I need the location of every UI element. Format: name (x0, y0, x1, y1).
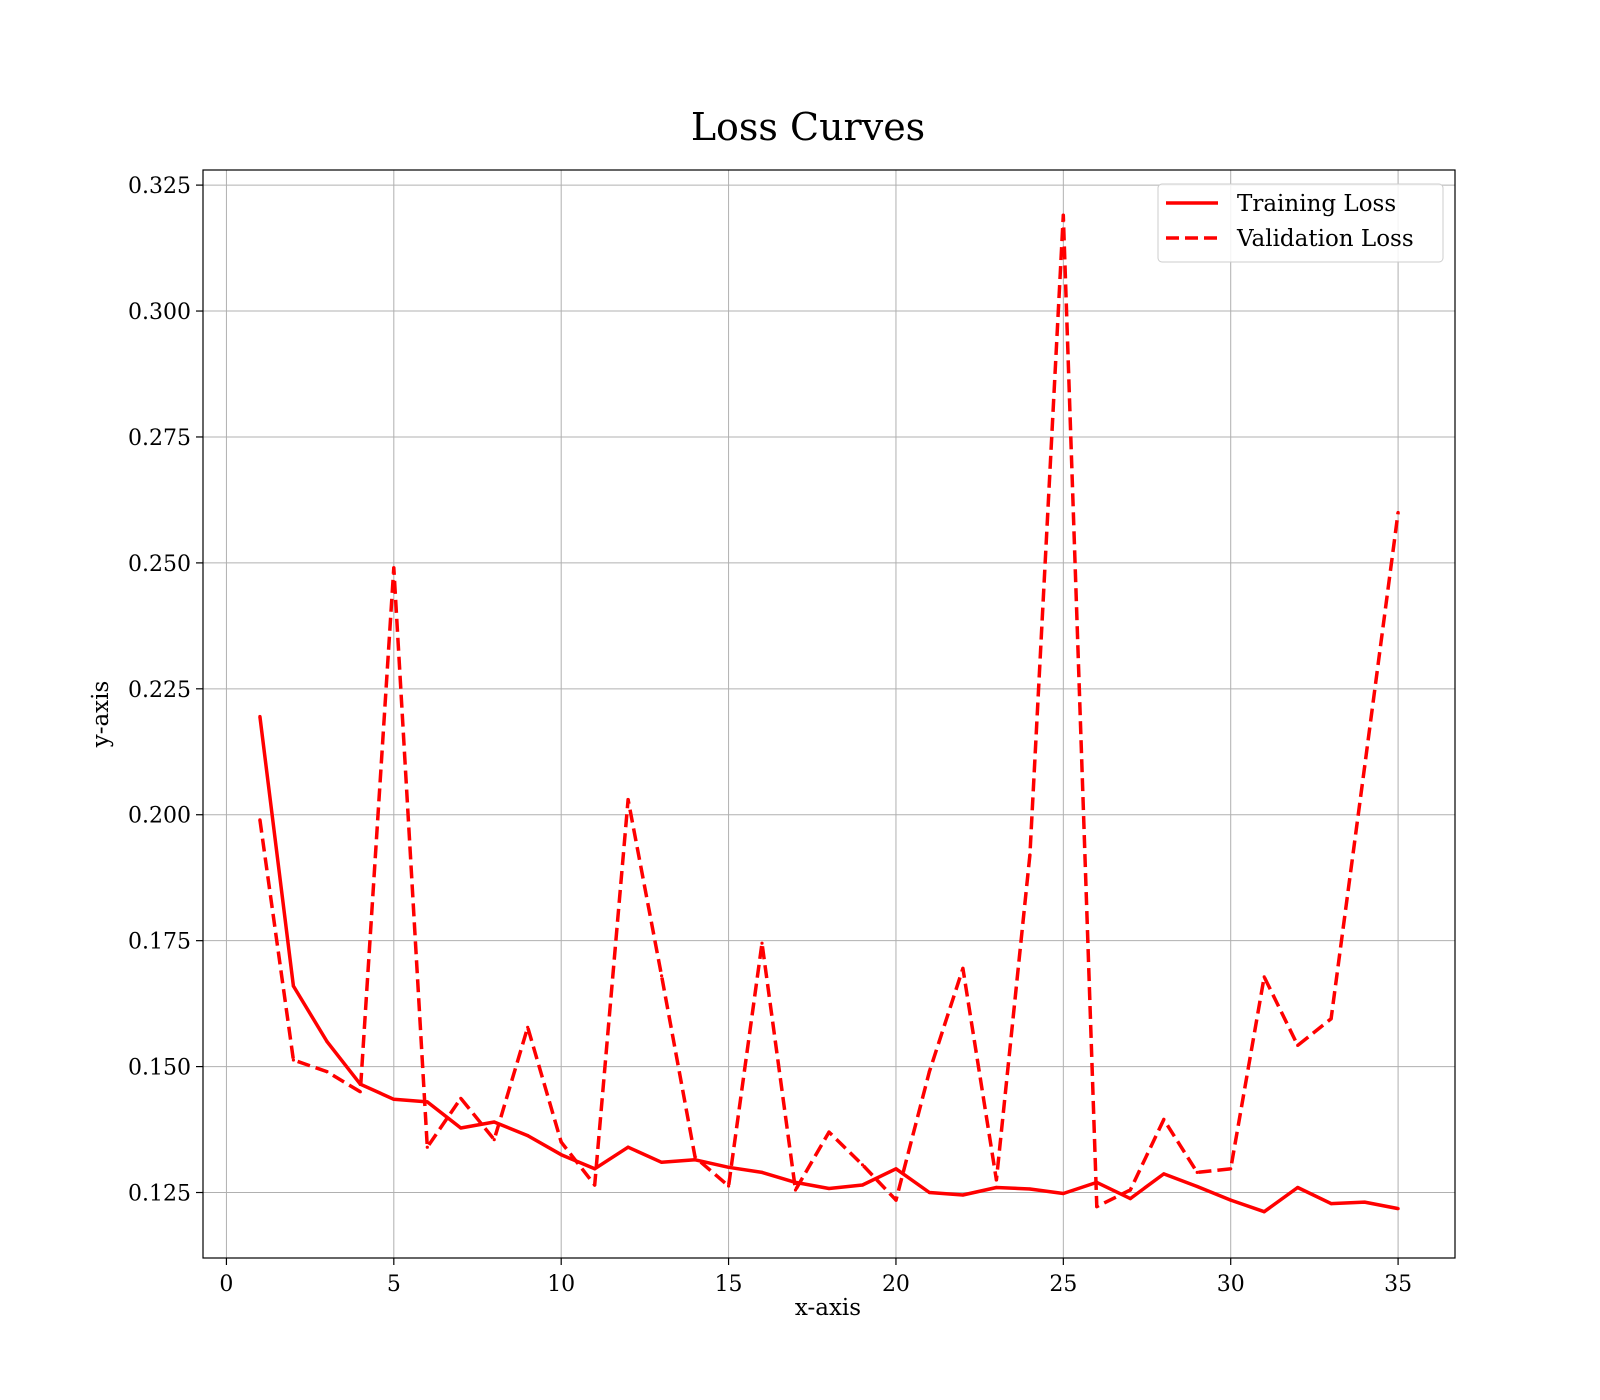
x-tick-label: 10 (547, 1272, 575, 1297)
data-point (1363, 765, 1367, 769)
data-point (894, 1198, 898, 1202)
data-point (760, 1170, 764, 1174)
data-point (1229, 1198, 1233, 1202)
data-point (291, 1058, 295, 1062)
data-point (526, 1134, 530, 1138)
data-point (827, 1186, 831, 1191)
chart-title: Loss Curves (691, 105, 925, 149)
data-point (492, 1138, 496, 1142)
data-point (727, 1184, 731, 1188)
data-point (1262, 1210, 1266, 1214)
x-axis-ticks: 0 5 10 15 20 25 30 35 (219, 1258, 1412, 1297)
data-point (459, 1126, 463, 1130)
y-tick-label: 0.175 (128, 930, 191, 955)
data-point (1229, 1167, 1233, 1171)
data-point (559, 1140, 563, 1144)
data-point (1195, 1170, 1199, 1174)
data-point (827, 1130, 831, 1134)
grid (203, 170, 1455, 1258)
data-point (492, 1120, 496, 1124)
data-point (291, 984, 295, 988)
data-point (1061, 1191, 1065, 1196)
data-point (593, 1167, 597, 1171)
data-point (860, 1163, 865, 1167)
y-tick-label: 0.225 (128, 678, 191, 703)
x-axis-label: x-axis (795, 1295, 861, 1321)
x-tick-label: 25 (1049, 1272, 1077, 1297)
data-point (793, 1188, 798, 1192)
y-tick-label: 0.275 (128, 426, 191, 451)
y-tick-label: 0.200 (128, 804, 191, 829)
data-point (325, 1070, 329, 1074)
data-point (927, 1070, 932, 1074)
data-point (660, 1160, 664, 1164)
data-point (626, 1145, 630, 1149)
data-point (358, 1090, 362, 1094)
data-point (526, 1025, 530, 1029)
data-point (1329, 1017, 1333, 1021)
data-point (961, 966, 965, 971)
data-point (1162, 1117, 1166, 1122)
data-point (1128, 1197, 1132, 1201)
data-point (392, 566, 396, 570)
data-point (1296, 1185, 1300, 1190)
y-axis-label: y-axis (88, 681, 114, 749)
y-axis-ticks: 0.125 0.150 0.175 0.200 0.225 0.250 0.275 0.300… (128, 174, 203, 1207)
x-tick-label: 15 (715, 1272, 743, 1297)
data-point (994, 1178, 999, 1182)
data-point (325, 1039, 329, 1043)
data-point (1061, 213, 1065, 217)
data-point (1028, 853, 1032, 857)
y-tick-label: 0.300 (128, 300, 191, 325)
plot-frame (202, 169, 1456, 1259)
series-lines (258, 213, 1400, 1214)
data-point (727, 1165, 731, 1169)
data-point (258, 714, 262, 719)
data-point (693, 1155, 697, 1159)
data-point (994, 1185, 999, 1190)
data-point (693, 1158, 697, 1162)
data-point (258, 818, 262, 822)
x-tick-label: 20 (882, 1272, 910, 1297)
legend-box (1157, 183, 1444, 263)
data-point (425, 1145, 429, 1149)
data-point (1296, 1043, 1300, 1047)
y-tick-label: 0.250 (128, 552, 191, 577)
data-point (1329, 1202, 1333, 1206)
data-point (1028, 1187, 1032, 1191)
data-point (459, 1096, 463, 1100)
legend-label-training-loss: Training Loss (1237, 191, 1396, 217)
x-tick-label: 30 (1217, 1272, 1245, 1297)
data-point (1396, 510, 1400, 515)
data-point (860, 1183, 865, 1187)
data-point (593, 1183, 597, 1187)
data-point (1396, 1207, 1400, 1211)
data-point (425, 1100, 429, 1104)
data-point (961, 1193, 965, 1197)
data-point (927, 1190, 932, 1195)
data-point (1262, 975, 1266, 979)
x-tick-label: 35 (1384, 1272, 1412, 1297)
data-point (1162, 1172, 1166, 1176)
data-point (1363, 1200, 1367, 1204)
y-tick-label: 0.325 (128, 174, 191, 199)
legend: Training Loss Validation Loss (1157, 183, 1444, 263)
data-point (559, 1153, 563, 1157)
data-point (1128, 1188, 1132, 1192)
y-tick-label: 0.125 (128, 1182, 191, 1207)
x-tick-label: 5 (387, 1272, 401, 1297)
data-point (894, 1167, 898, 1171)
y-tick-label: 0.150 (128, 1056, 191, 1081)
data-point (660, 974, 664, 978)
data-point (392, 1097, 396, 1101)
data-point (1095, 1205, 1099, 1209)
data-point (760, 941, 764, 945)
data-point (1195, 1184, 1199, 1189)
legend-label-validation-loss: Validation Loss (1236, 226, 1414, 252)
data-point (626, 798, 630, 802)
x-tick-label: 0 (219, 1272, 233, 1297)
